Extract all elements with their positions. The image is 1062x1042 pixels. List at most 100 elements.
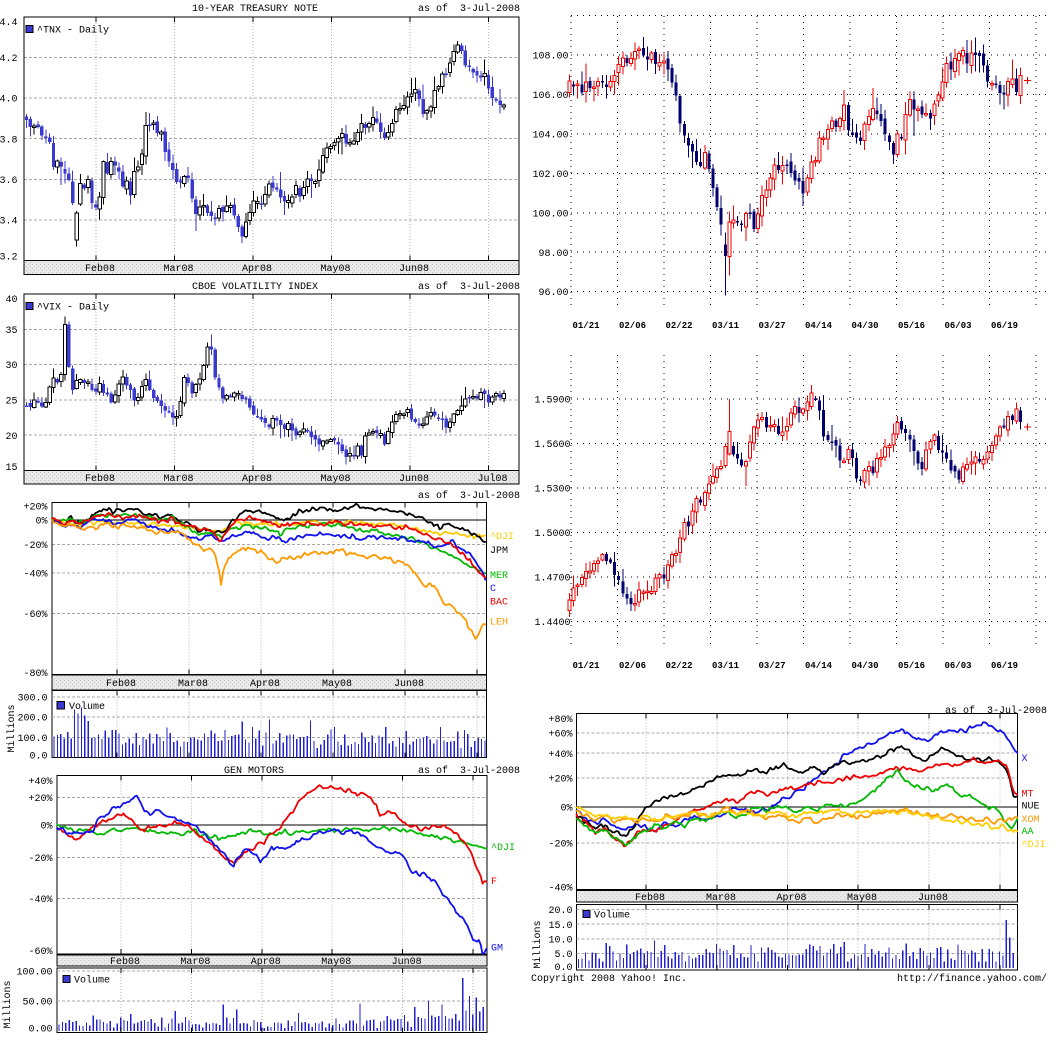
svg-text:NUE: NUE	[1022, 802, 1040, 813]
svg-text:-40%: -40%	[548, 884, 572, 895]
svg-text:-60%: -60%	[23, 610, 47, 621]
svg-text:BAC: BAC	[490, 597, 508, 608]
svg-text:Feb08: Feb08	[110, 956, 140, 968]
svg-text:Apr08: Apr08	[242, 264, 272, 275]
svg-text:May08: May08	[322, 679, 352, 690]
svg-text:C: C	[490, 584, 496, 595]
svg-text:-40%: -40%	[28, 895, 52, 906]
svg-text:05/16: 05/16	[898, 661, 925, 671]
svg-text:+40%: +40%	[28, 777, 52, 788]
svg-text:Jun08: Jun08	[392, 957, 422, 968]
svg-text:104.00: 104.00	[532, 130, 568, 141]
svg-text:^VIX - Daily: ^VIX - Daily	[37, 302, 109, 314]
svg-text:LEH: LEH	[490, 617, 508, 628]
svg-text:Apr08: Apr08	[242, 474, 272, 485]
svg-text:-80%: -80%	[23, 669, 47, 680]
svg-text:0.0: 0.0	[29, 752, 47, 763]
svg-text:^DJI: ^DJI	[491, 843, 515, 854]
svg-text:May08: May08	[847, 893, 877, 904]
svg-text:03/11: 03/11	[712, 321, 740, 331]
svg-text:04/14: 04/14	[805, 661, 833, 671]
svg-text:25: 25	[5, 396, 17, 407]
svg-text:as of 3-Jul-2008: as of 3-Jul-2008	[418, 3, 520, 15]
svg-text:5.0: 5.0	[554, 950, 572, 961]
svg-text:102.00: 102.00	[532, 170, 568, 181]
svg-text:+20%: +20%	[548, 775, 572, 786]
svg-text:http://finance.yahoo.com/: http://finance.yahoo.com/	[897, 973, 1047, 985]
svg-text:200.0: 200.0	[17, 714, 47, 725]
svg-text:06/03: 06/03	[945, 321, 972, 331]
svg-text:Feb08: Feb08	[85, 473, 115, 485]
svg-text:-20%: -20%	[28, 854, 52, 865]
svg-text:3.8: 3.8	[0, 135, 18, 146]
svg-text:Volume: Volume	[74, 975, 110, 987]
svg-text:May08: May08	[321, 957, 351, 968]
svg-text:Millions: Millions	[2, 981, 14, 1029]
svg-text:0.00: 0.00	[28, 1025, 52, 1036]
svg-text:15.0: 15.0	[548, 921, 572, 932]
svg-text:Jun08: Jun08	[399, 264, 429, 275]
svg-text:03/27: 03/27	[759, 661, 786, 671]
svg-text:02/22: 02/22	[666, 661, 693, 671]
svg-text:04/30: 04/30	[852, 661, 879, 671]
svg-text:-40%: -40%	[23, 570, 47, 581]
svg-text:GM: GM	[491, 944, 503, 955]
svg-text:XOM: XOM	[1022, 815, 1040, 826]
svg-text:01/21: 01/21	[573, 321, 601, 331]
svg-text:MT: MT	[1022, 790, 1034, 801]
svg-text:4.4: 4.4	[0, 18, 18, 29]
svg-text:3.2: 3.2	[0, 253, 18, 264]
svg-text:X: X	[1022, 754, 1028, 765]
svg-text:10.0: 10.0	[548, 935, 572, 946]
svg-text:Millions: Millions	[6, 705, 18, 753]
svg-text:GEN MOTORS: GEN MOTORS	[224, 766, 284, 777]
svg-text:20.0: 20.0	[548, 906, 572, 917]
svg-text:0%: 0%	[35, 517, 47, 528]
svg-text:+20%: +20%	[28, 794, 52, 805]
svg-text:30: 30	[5, 361, 17, 372]
svg-text:1.5900: 1.5900	[534, 396, 570, 407]
svg-text:03/27: 03/27	[759, 321, 786, 331]
svg-text:+20%: +20%	[23, 503, 47, 514]
svg-text:1.5000: 1.5000	[534, 529, 570, 540]
svg-text:03/11: 03/11	[712, 661, 740, 671]
svg-text:Mar08: Mar08	[178, 679, 208, 690]
svg-text:-20%: -20%	[23, 541, 47, 552]
svg-text:98.00: 98.00	[538, 249, 568, 260]
svg-text:04/30: 04/30	[852, 321, 879, 331]
svg-text:300.0: 300.0	[17, 693, 47, 704]
svg-text:Mar08: Mar08	[163, 474, 193, 485]
svg-text:100.0: 100.0	[17, 734, 47, 745]
svg-text:as of 3-Jul-2008: as of 3-Jul-2008	[418, 490, 520, 502]
svg-text:-20%: -20%	[548, 840, 572, 851]
svg-text:Apr08: Apr08	[250, 679, 280, 690]
svg-text:as of 3-Jul-2008: as of 3-Jul-2008	[418, 765, 520, 777]
svg-text:1.4400: 1.4400	[534, 618, 570, 629]
svg-text:May08: May08	[320, 264, 350, 275]
svg-text:Feb08: Feb08	[635, 892, 665, 904]
svg-text:CBOE VOLATILITY INDEX: CBOE VOLATILITY INDEX	[192, 282, 318, 293]
svg-text:108.00: 108.00	[532, 52, 568, 63]
svg-text:1.4700: 1.4700	[534, 574, 570, 585]
svg-text:02/06: 02/06	[619, 661, 646, 671]
svg-text:1.5600: 1.5600	[534, 440, 570, 451]
svg-text:100.00: 100.00	[532, 209, 568, 220]
svg-text:106.00: 106.00	[532, 91, 568, 102]
svg-text:as of 3-Jul-2008: as of 3-Jul-2008	[945, 705, 1047, 717]
svg-text:4.0: 4.0	[0, 95, 18, 106]
svg-text:50.00: 50.00	[22, 998, 52, 1009]
svg-text:06/19: 06/19	[991, 321, 1018, 331]
svg-text:+80%: +80%	[548, 715, 572, 726]
svg-text:-60%: -60%	[28, 947, 52, 958]
svg-text:06/03: 06/03	[945, 661, 972, 671]
svg-text:Jul08: Jul08	[477, 473, 507, 485]
svg-text:3.4: 3.4	[0, 217, 18, 228]
svg-text:Copyright 2008 Yahoo! Inc.: Copyright 2008 Yahoo! Inc.	[531, 973, 687, 985]
svg-text:20: 20	[5, 432, 17, 443]
svg-text:10-YEAR TREASURY NOTE: 10-YEAR TREASURY NOTE	[192, 4, 318, 15]
svg-text:JPM: JPM	[490, 546, 508, 557]
svg-text:02/22: 02/22	[666, 321, 693, 331]
svg-text:Mar08: Mar08	[706, 893, 736, 904]
svg-text:96.00: 96.00	[538, 288, 568, 299]
svg-text:May08: May08	[320, 474, 350, 485]
